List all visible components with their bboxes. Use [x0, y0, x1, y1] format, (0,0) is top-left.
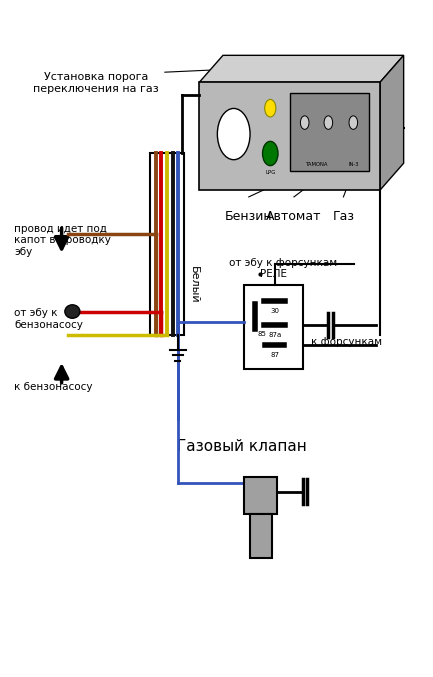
Text: от эбу к
бензонасосу: от эбу к бензонасосу	[14, 308, 83, 330]
Circle shape	[301, 116, 309, 129]
Polygon shape	[380, 56, 404, 190]
Text: Белый: Белый	[188, 266, 199, 303]
Ellipse shape	[65, 305, 80, 318]
Polygon shape	[199, 56, 404, 83]
Circle shape	[349, 116, 358, 129]
FancyBboxPatch shape	[245, 477, 277, 514]
Text: от эбу к форсункам: от эбу к форсункам	[229, 258, 338, 267]
FancyBboxPatch shape	[290, 93, 369, 171]
Text: LPG: LPG	[265, 170, 275, 175]
Text: провод идет под
капот в проводку
эбу: провод идет под капот в проводку эбу	[14, 224, 111, 257]
Text: 30: 30	[270, 308, 279, 314]
Text: Бензин: Бензин	[225, 211, 273, 223]
Circle shape	[217, 108, 250, 160]
Circle shape	[262, 141, 278, 166]
Text: 87а: 87а	[268, 332, 281, 338]
Circle shape	[324, 116, 333, 129]
Text: 85: 85	[257, 332, 266, 337]
FancyBboxPatch shape	[150, 153, 184, 335]
Text: Газ: Газ	[333, 211, 355, 223]
FancyBboxPatch shape	[245, 284, 303, 369]
FancyBboxPatch shape	[199, 83, 380, 190]
Text: Установка порога
переключения на газ: Установка порога переключения на газ	[33, 72, 159, 94]
Text: РЕЛЕ: РЕЛЕ	[260, 269, 287, 279]
Text: 87: 87	[270, 352, 279, 358]
Text: Автомат: Автомат	[266, 211, 322, 223]
Text: IN-3: IN-3	[348, 162, 359, 167]
Text: к форсункам: к форсункам	[311, 336, 382, 347]
Text: TAMONA: TAMONA	[307, 162, 329, 167]
Text: Газовый клапан: Газовый клапан	[178, 439, 307, 454]
FancyBboxPatch shape	[250, 514, 271, 558]
Text: к бензонасосу: к бензонасосу	[14, 383, 93, 393]
Circle shape	[265, 100, 276, 117]
